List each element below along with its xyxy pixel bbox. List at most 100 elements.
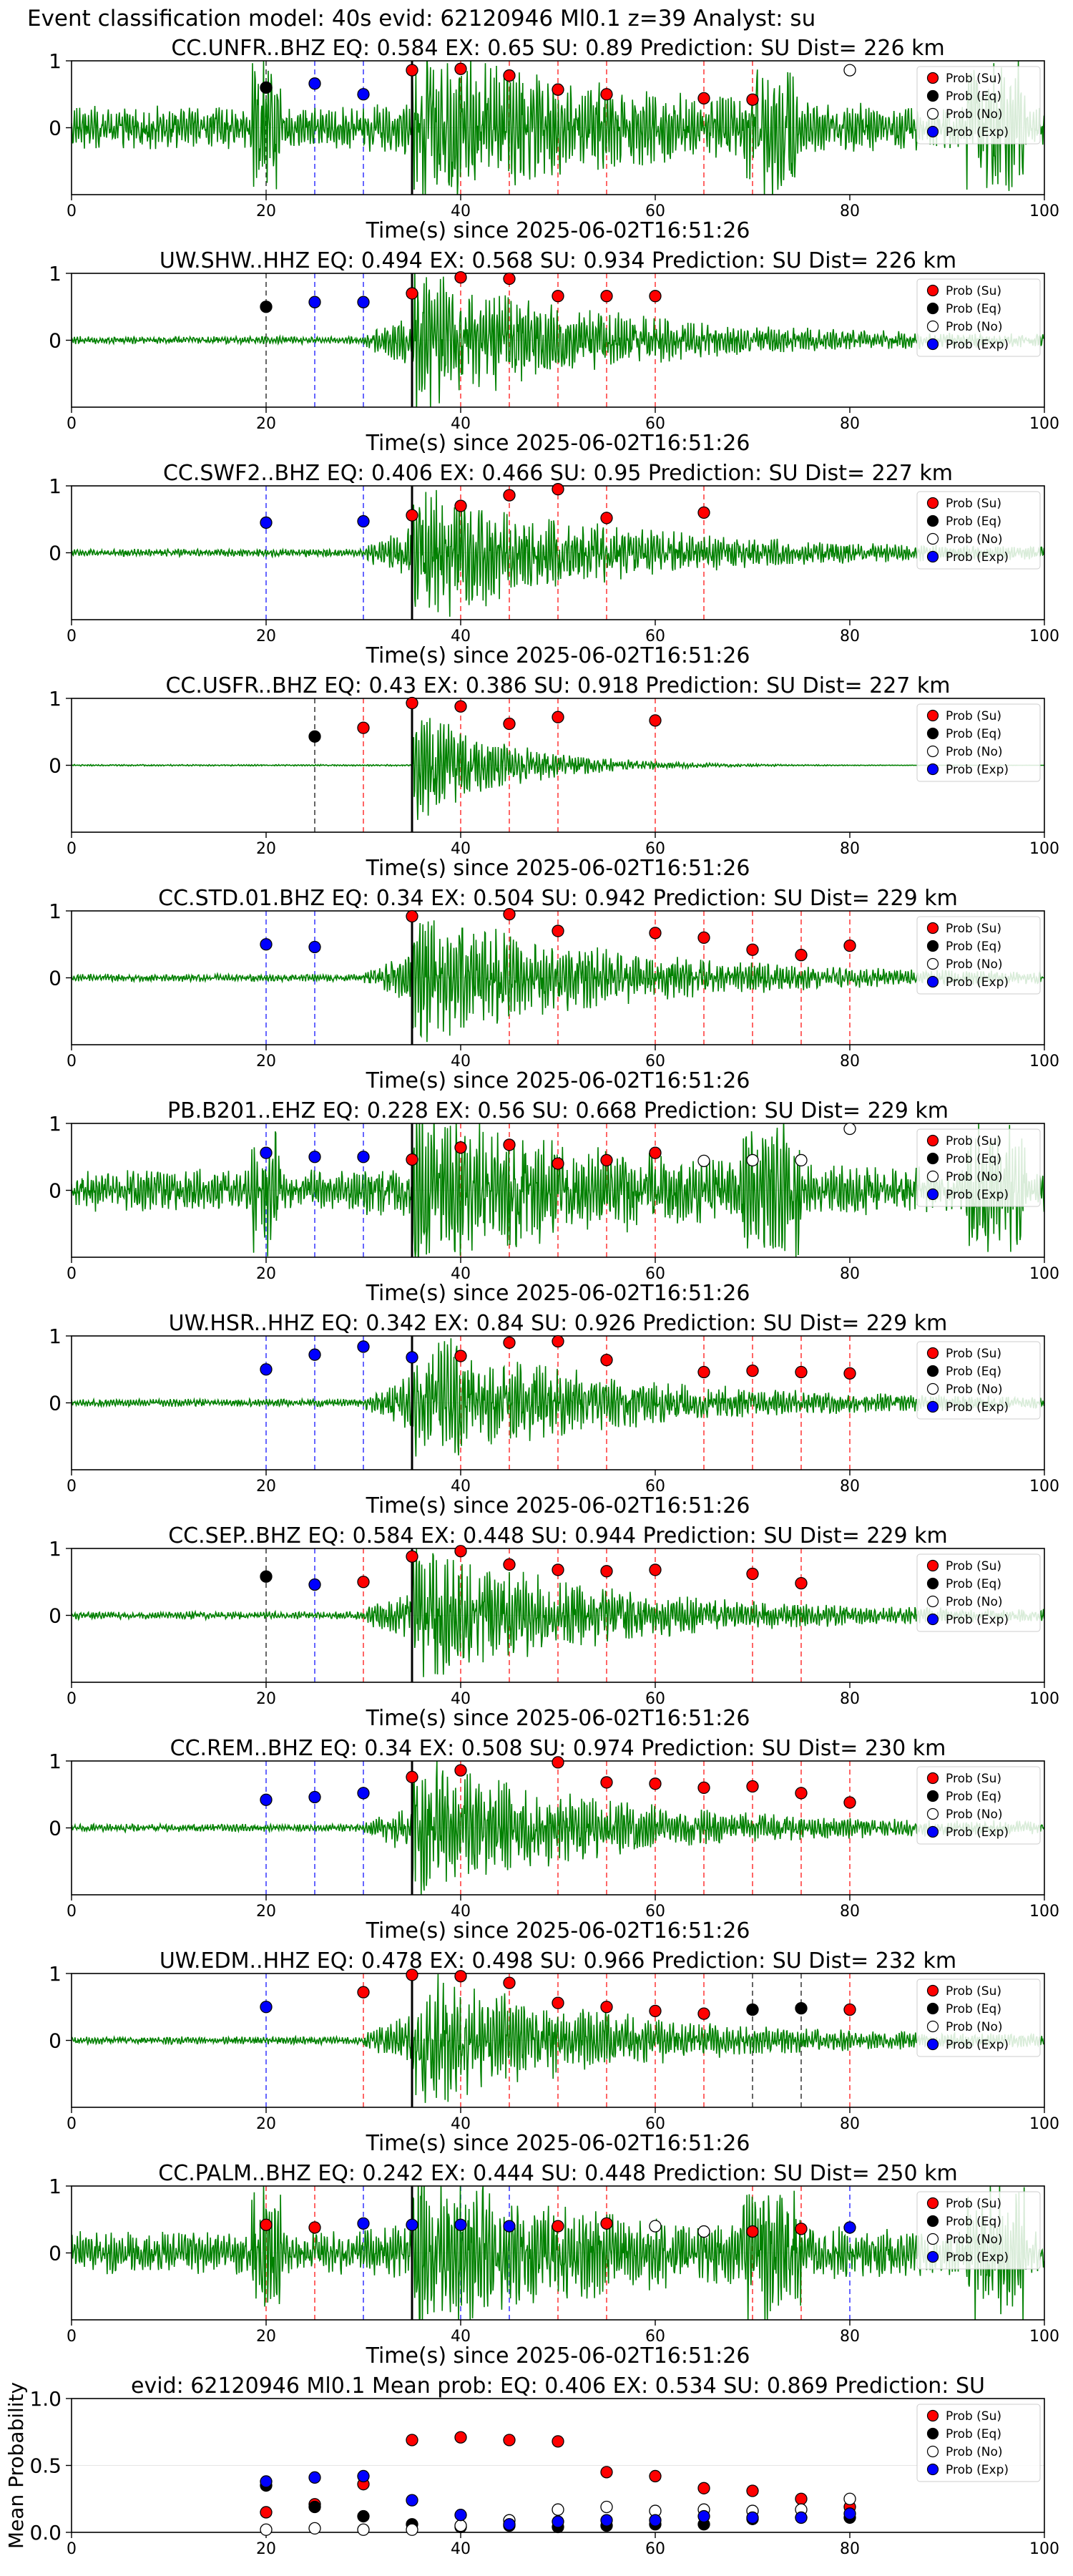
prob-point-no — [697, 2225, 710, 2238]
prob-point-su — [406, 509, 418, 522]
prob-point-su — [649, 2469, 662, 2483]
legend-label: Prob (No) — [946, 107, 1003, 122]
legend-marker-exp — [926, 1400, 939, 1413]
prob-point-no — [260, 2523, 273, 2536]
panel-10: UW.EDM..HHZ EQ: 0.478 EX: 0.498 SU: 0.96… — [49, 1948, 1059, 2156]
legend-marker-no — [926, 1595, 939, 1608]
y-tick-label: 1 — [49, 687, 62, 711]
legend-label: Prob (Eq) — [946, 1577, 1001, 1591]
legend-label: Prob (No) — [946, 1170, 1003, 1184]
legend-marker-exp — [926, 125, 939, 138]
prob-point-su — [406, 1968, 418, 1981]
prob-point-eq — [260, 81, 273, 94]
x-tick-label: 40 — [451, 1690, 471, 1708]
x-tick-label: 60 — [645, 1478, 665, 1496]
x-tick-label: 40 — [451, 840, 471, 858]
legend-marker-eq — [926, 89, 939, 102]
prob-point-su — [746, 1364, 759, 1377]
prob-point-su — [406, 1153, 418, 1166]
legend-marker-su — [926, 709, 939, 722]
x-tick-label: 40 — [451, 628, 471, 645]
y-tick-label: 1 — [49, 1962, 62, 1986]
legend-label: Prob (No) — [946, 2233, 1003, 2247]
legend-marker-no — [926, 1807, 939, 1820]
prob-point-su — [552, 83, 564, 96]
legend-label: Prob (Su) — [946, 2409, 1001, 2424]
prob-point-su — [600, 512, 613, 525]
prob-point-exp — [308, 1790, 321, 1804]
legend-label: Prob (Exp) — [946, 2250, 1009, 2265]
prob-point-su — [552, 711, 564, 723]
legend-box — [916, 703, 1041, 782]
x-tick-label: 20 — [256, 1903, 276, 1921]
legend-box — [916, 2404, 1041, 2482]
prob-point-su — [649, 1777, 662, 1790]
prob-point-su — [600, 1153, 613, 1167]
prob-point-exp — [795, 2511, 808, 2524]
legend-marker-no — [926, 532, 939, 545]
prob-point-su — [406, 1550, 418, 1563]
x-tick-label: 60 — [645, 2115, 665, 2133]
prob-point-exp — [746, 2511, 759, 2524]
legend-label: Prob (Eq) — [946, 2427, 1001, 2441]
prob-point-su — [746, 943, 759, 956]
panel-title: UW.SHW..HHZ EQ: 0.494 EX: 0.568 SU: 0.93… — [160, 248, 956, 273]
prob-point-exp — [552, 2515, 564, 2528]
legend-marker-eq — [926, 1365, 939, 1377]
prob-point-exp — [697, 2509, 710, 2523]
prob-point-su — [406, 287, 418, 300]
legend-label: Prob (Eq) — [946, 2215, 1001, 2229]
y-tick-label: 0 — [49, 329, 62, 353]
x-tick-label: 80 — [840, 2328, 860, 2346]
legend-marker-exp — [926, 550, 939, 563]
legend-label: Prob (Exp) — [946, 2463, 1009, 2477]
prob-point-exp — [503, 2220, 516, 2233]
legend-marker-eq — [926, 1790, 939, 1802]
legend-label: Prob (Su) — [946, 922, 1001, 936]
x-tick-label: 100 — [1029, 628, 1059, 645]
prob-point-exp — [843, 2221, 856, 2234]
prob-point-su — [795, 1576, 808, 1590]
x-tick-label: 60 — [645, 2328, 665, 2346]
prob-point-exp — [357, 296, 370, 308]
prob-point-su — [503, 1976, 516, 1989]
prob-point-no — [843, 2492, 856, 2505]
y-tick-label: 0 — [49, 2029, 62, 2053]
prob-point-no — [843, 1122, 856, 1136]
prob-point-su — [697, 92, 710, 105]
legend-label: Prob (Exp) — [946, 2038, 1009, 2052]
prob-point-su — [357, 1576, 370, 1589]
x-tick-label: 20 — [256, 203, 276, 220]
legend-label: Prob (Eq) — [946, 940, 1001, 954]
prob-point-exp — [308, 296, 321, 308]
x-tick-label: 20 — [256, 1690, 276, 1708]
legend-label: Prob (No) — [946, 320, 1003, 334]
x-tick-label: 100 — [1029, 2115, 1059, 2133]
prob-point-exp — [503, 2518, 516, 2531]
prob-point-exp — [357, 2217, 370, 2230]
legend-marker-no — [926, 1382, 939, 1395]
legend-marker-eq — [926, 1577, 939, 1590]
prob-point-exp — [649, 2514, 662, 2527]
legend-marker-no — [926, 2020, 939, 2033]
legend-label: Prob (No) — [946, 1807, 1003, 1822]
y-tick-label: 1 — [49, 1750, 62, 1773]
prob-point-exp — [357, 514, 370, 528]
prob-point-eq — [260, 301, 273, 313]
x-axis-label: Time(s) since 2025-06-02T16:51:26 — [366, 643, 750, 668]
x-tick-label: 100 — [1029, 840, 1059, 858]
y-tick-label: 1 — [49, 262, 62, 286]
waveform-trace — [72, 718, 1044, 820]
x-tick-label: 0 — [67, 203, 77, 220]
y-tick-label: 0.5 — [29, 2454, 62, 2478]
prob-point-su — [795, 2492, 808, 2505]
x-axis-label: Time(s) since 2025-06-02T16:51:26 — [366, 1706, 750, 1731]
prob-point-exp — [260, 1793, 273, 1806]
prob-point-su — [697, 1781, 710, 1795]
legend-label: Prob (Eq) — [946, 302, 1001, 316]
legend-marker-su — [926, 2409, 939, 2422]
prob-point-su — [552, 2220, 564, 2233]
prob-point-su — [795, 1787, 808, 1800]
legend-box — [916, 1979, 1041, 2057]
